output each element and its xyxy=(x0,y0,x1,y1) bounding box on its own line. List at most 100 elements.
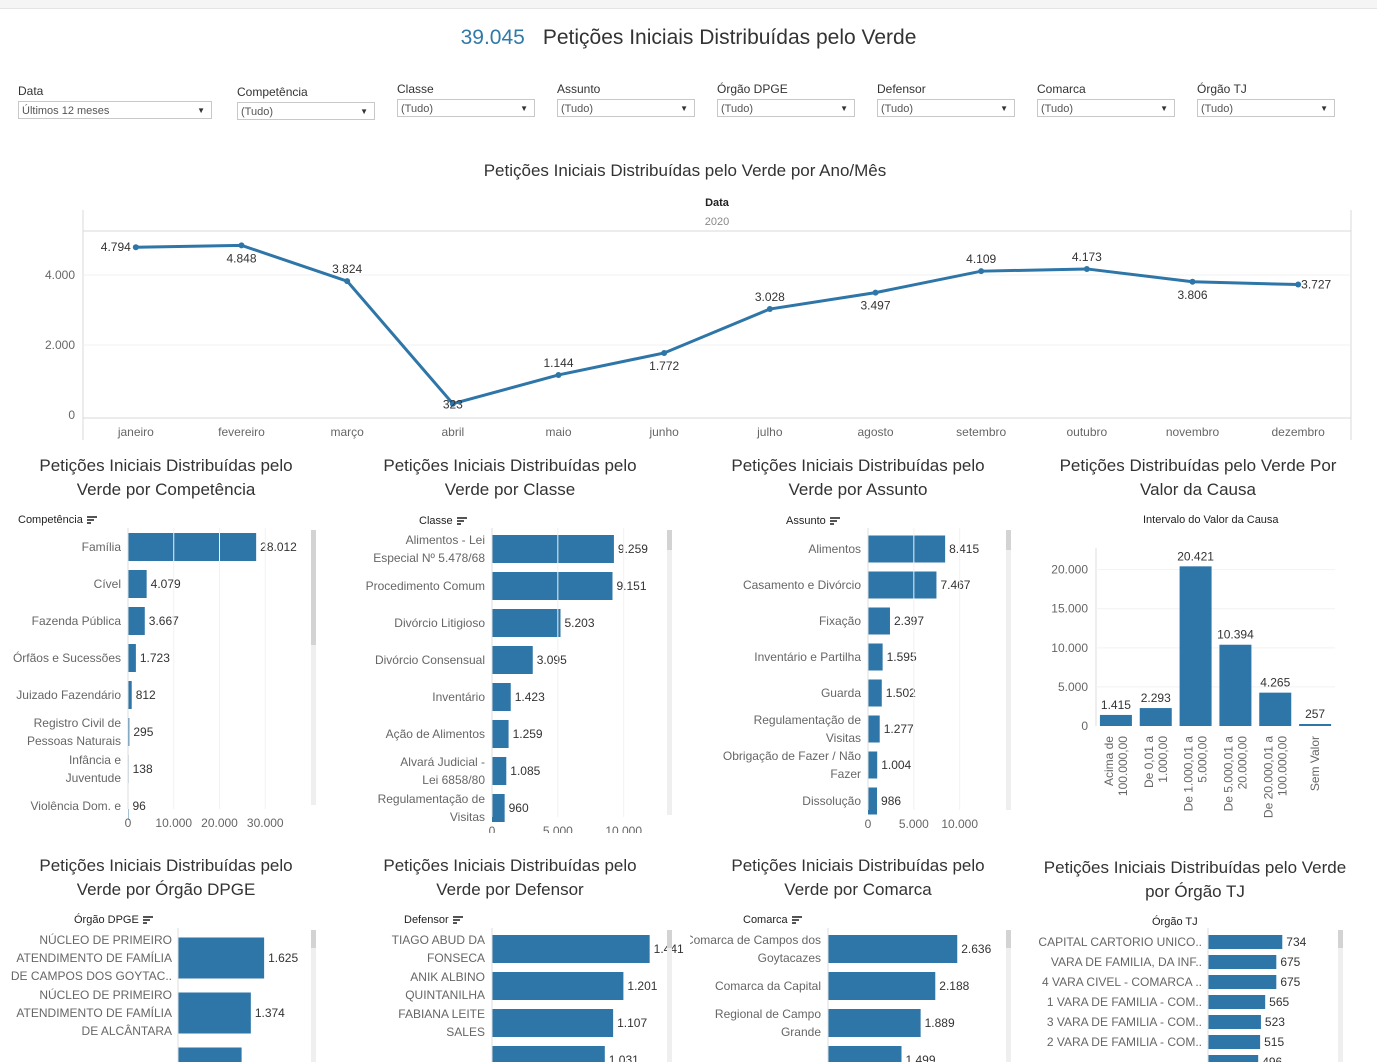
category-label: Comarca da Capital xyxy=(715,979,821,993)
filter-dropdown-defensor[interactable]: (Tudo) ▼ xyxy=(877,99,1015,117)
filter-classe: Classe (Tudo) ▼ xyxy=(397,82,535,117)
sort-icon[interactable] xyxy=(142,915,153,925)
data-point xyxy=(661,349,668,356)
scroll-thumb[interactable] xyxy=(1006,530,1011,550)
scroll-thumb[interactable] xyxy=(1338,930,1343,948)
filter-label: Competência xyxy=(237,85,308,99)
category-label: FONSECA xyxy=(427,951,485,965)
sort-icon[interactable] xyxy=(791,915,802,925)
bar xyxy=(128,681,132,709)
category-label: Obrigação de Fazer / Não xyxy=(723,749,861,763)
x-tick-label: De 5.000,01 a xyxy=(1221,736,1235,812)
data-label: 3.667 xyxy=(149,614,179,628)
bar xyxy=(828,972,936,1000)
category-label: Grande xyxy=(781,1025,821,1039)
sort-icon[interactable] xyxy=(452,915,463,925)
bar xyxy=(868,535,946,563)
data-label: 2.636 xyxy=(961,942,991,956)
bar xyxy=(1179,566,1212,726)
x-tick-label: De 0,01 a xyxy=(1142,736,1156,788)
chart-title-orgao-dpge: Petições Iniciais Distribuídas pelo Verd… xyxy=(39,856,293,899)
category-label: Pessoas Naturais xyxy=(27,734,121,748)
category-label: Divórcio Consensual xyxy=(375,653,485,667)
scroll-thumb[interactable] xyxy=(311,530,316,645)
sort-icon[interactable] xyxy=(456,516,467,526)
data-label: 323 xyxy=(443,398,463,412)
filter-dropdown-classe[interactable]: (Tudo) ▼ xyxy=(397,99,535,117)
bar xyxy=(828,1009,921,1037)
x-tick-label: janeiro xyxy=(117,425,154,439)
scrollbar-classe[interactable] xyxy=(667,530,672,815)
scroll-thumb[interactable] xyxy=(1006,930,1011,948)
data-label: 3.824 xyxy=(332,262,362,276)
filter-dropdown-data[interactable]: Últimos 12 meses ▼ xyxy=(18,101,212,119)
category-label: ATENDIMENTO DE FAMÍLIA xyxy=(16,1005,172,1020)
filter-dropdown-orgao-tj[interactable]: (Tudo) ▼ xyxy=(1197,99,1335,117)
scrollbar-competencia[interactable] xyxy=(311,530,316,805)
data-label: 2.397 xyxy=(894,614,924,628)
category-label: Guarda xyxy=(821,686,861,700)
sort-icon[interactable] xyxy=(86,515,97,525)
data-label: 1.374 xyxy=(255,1006,285,1020)
bar xyxy=(178,937,265,979)
dropdown-arrow-icon: ▼ xyxy=(1160,104,1168,113)
data-label: 295 xyxy=(133,725,153,739)
data-label: 1.502 xyxy=(886,686,916,700)
bar xyxy=(492,972,624,1000)
category-label: Procedimento Comum xyxy=(366,579,485,593)
bar xyxy=(828,1046,902,1062)
scroll-thumb[interactable] xyxy=(667,930,672,948)
axis-header-label: Assunto xyxy=(786,515,826,527)
scroll-thumb[interactable] xyxy=(311,930,316,948)
data-label: 1.723 xyxy=(140,651,170,665)
filter-value: (Tudo) xyxy=(561,103,593,115)
scrollbar-assunto[interactable] xyxy=(1006,530,1011,810)
sort-icon[interactable] xyxy=(829,516,840,526)
x-tick-label: novembro xyxy=(1166,425,1220,439)
chart-title-defensor: Petições Iniciais Distribuídas pelo Verd… xyxy=(383,856,637,899)
bar xyxy=(1099,714,1132,726)
category-label: Regional de Campo xyxy=(715,1007,821,1021)
data-point xyxy=(132,244,139,251)
filter-dropdown-orgao-dpge[interactable]: (Tudo) ▼ xyxy=(717,99,855,117)
bar xyxy=(492,935,650,963)
line-chart: Data 2020 0 2.000 4.000 janeiro fevereiro março… xyxy=(45,197,1352,440)
axis-header-label: Comarca xyxy=(743,914,788,926)
filter-dropdown-competencia[interactable]: (Tudo) ▼ xyxy=(237,102,375,120)
data-point xyxy=(344,278,351,285)
data-label: 1.085 xyxy=(510,764,540,778)
bar xyxy=(1208,935,1283,949)
scrollbar-orgao-tj[interactable] xyxy=(1338,930,1343,1062)
data-label: 3.497 xyxy=(860,299,890,313)
filter-dropdown-assunto[interactable]: (Tudo) ▼ xyxy=(557,99,695,117)
filter-label: Defensor xyxy=(877,82,926,96)
filter-dropdown-comarca[interactable]: (Tudo) ▼ xyxy=(1037,99,1175,117)
bar-chart-orgao-dpge: NÚCLEO DE PRIMEIRO ATENDIMENTO DE FAMÍLIA… xyxy=(11,928,298,1062)
scroll-thumb[interactable] xyxy=(667,530,672,550)
data-label: 4.848 xyxy=(226,251,256,265)
y-tick-label: 4.000 xyxy=(45,268,75,282)
data-point xyxy=(449,400,456,407)
data-label: 1.625 xyxy=(268,951,298,965)
scrollbar-orgao-dpge[interactable] xyxy=(311,930,316,1062)
axis-header-assunto: Assunto xyxy=(786,515,840,527)
data-label: 257 xyxy=(1305,707,1325,721)
x-tick-label: Sem Valor xyxy=(1308,736,1322,791)
scrollbar-comarca[interactable] xyxy=(1006,930,1011,1062)
filter-label: Classe xyxy=(397,82,434,96)
kpi-title: Petições Iniciais Distribuídas pelo Verd… xyxy=(542,26,917,49)
bar xyxy=(868,679,882,707)
x-tick-label: outubro xyxy=(1066,425,1107,439)
filter-value: (Tudo) xyxy=(1041,103,1073,115)
dropdown-arrow-icon: ▼ xyxy=(197,106,205,115)
scrollbar-defensor[interactable] xyxy=(667,930,672,1062)
bar xyxy=(868,571,937,599)
bar-chart-assunto: Alimentos 8.415 Casamento e Divórcio 7.467 F… xyxy=(723,528,979,831)
category-label: Juizado Fazendário xyxy=(16,688,121,702)
category-label: Especial Nº 5.478/68 xyxy=(373,551,485,565)
category-label: Ação de Alimentos xyxy=(386,727,485,741)
category-label: ATENDIMENTO DE FAMÍLIA xyxy=(16,950,172,965)
bar-chart-comarca: Comarca de Campos dos Goytacazes 2.636 Coma… xyxy=(690,928,992,1062)
bar xyxy=(868,787,878,815)
